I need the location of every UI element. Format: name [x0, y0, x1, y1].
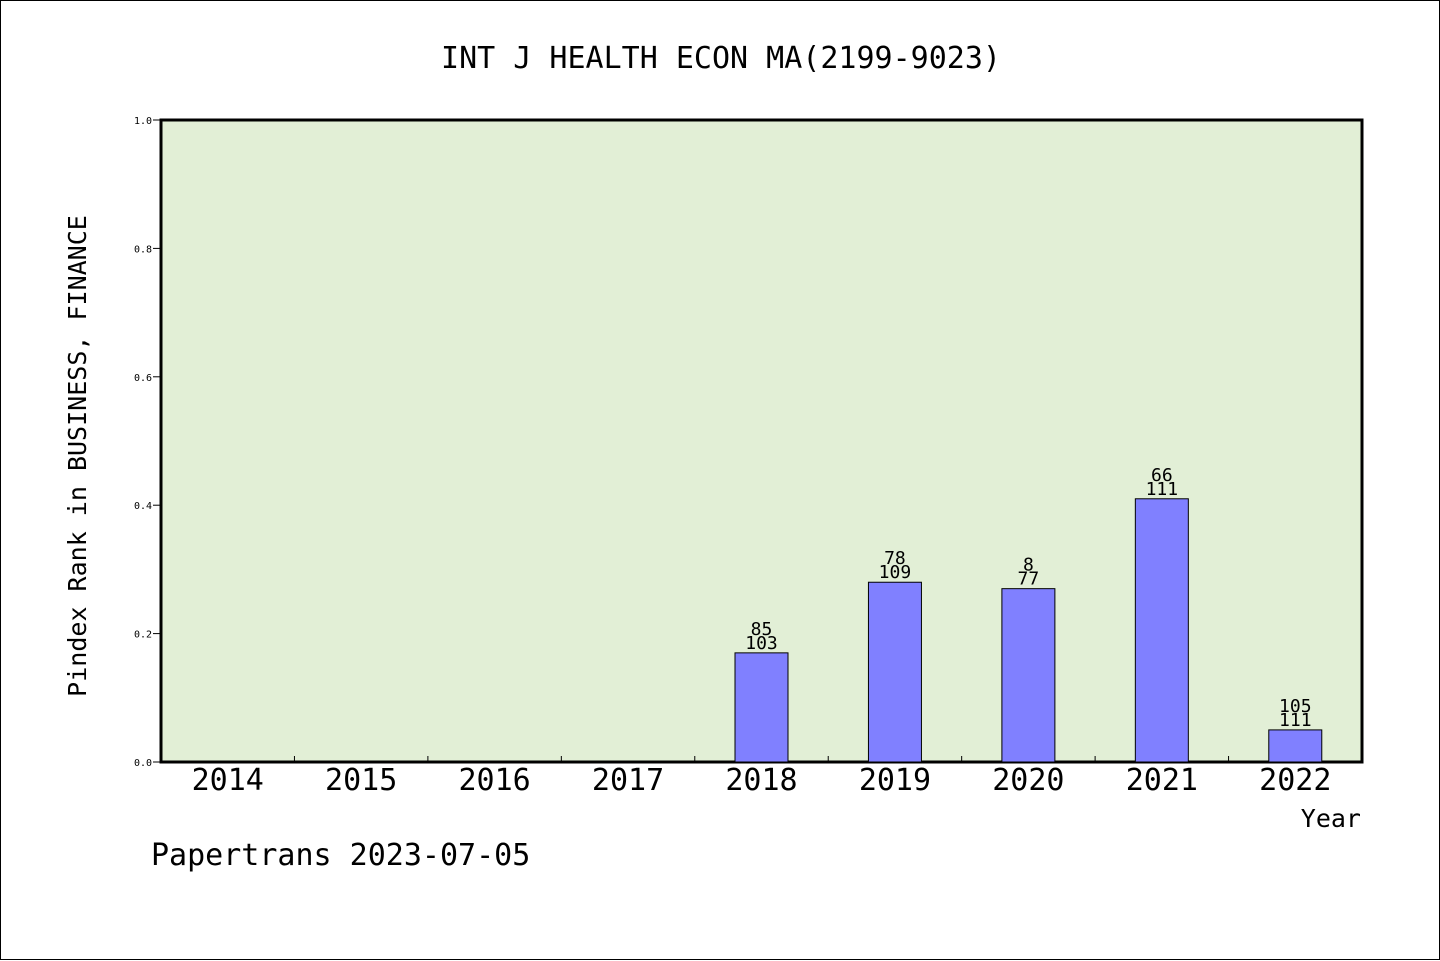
x-tick-label: 2017: [592, 763, 664, 798]
x-tick-label: 2022: [1259, 763, 1331, 798]
x-tick-label: 2020: [992, 763, 1064, 798]
y-tick-label: 1.0: [134, 116, 152, 127]
bar-rank-label: 66: [1151, 465, 1173, 486]
bar-2021: [1134, 498, 1189, 763]
x-axis-ticks: 2014 2015 2016 2017 2018 2019 2020 2021 2022: [192, 756, 1331, 798]
y-tick-label: 0.2: [134, 630, 152, 641]
bar-total-label: 111: [1146, 479, 1179, 500]
bar-2018: [734, 652, 789, 763]
x-tick-label: 2014: [192, 763, 264, 798]
x-tick-label: 2019: [859, 763, 931, 798]
footer-credit: Papertrans 2023-07-05: [151, 838, 530, 873]
bar-total-label: 77: [1018, 569, 1040, 590]
y-tick-label: 0.8: [134, 244, 152, 255]
x-tick-label: 2021: [1126, 763, 1198, 798]
bar-rank-label: 8: [1023, 555, 1034, 576]
y-axis-label: Pindex Rank in BUSINESS, FINANCE: [63, 215, 92, 697]
bar-rank-label: 78: [884, 548, 906, 569]
x-tick-label: 2018: [725, 763, 797, 798]
chart-title: INT J HEALTH ECON MA(2199-9023): [441, 41, 1001, 76]
y-tick-label: 0.6: [134, 373, 152, 384]
bar-2019: [867, 581, 922, 763]
bar-total-label: 109: [879, 562, 912, 583]
bar-rank-label: 105: [1279, 696, 1312, 717]
bar-2022: [1268, 729, 1323, 763]
y-tick-label: 0.4: [134, 501, 152, 512]
bar-total-label: 103: [745, 633, 778, 654]
x-axis-label: Year: [1301, 804, 1361, 833]
x-tick-label: 2016: [458, 763, 530, 798]
bar-total-label: 111: [1279, 710, 1312, 731]
bar-2020: [1001, 588, 1056, 763]
y-axis-ticks: 0.0 0.2 0.4 0.6 0.8 1.0: [134, 116, 161, 769]
bar-rank-label: 85: [751, 619, 773, 640]
x-tick-label: 2015: [325, 763, 397, 798]
y-tick-label: 0.0: [134, 758, 152, 769]
